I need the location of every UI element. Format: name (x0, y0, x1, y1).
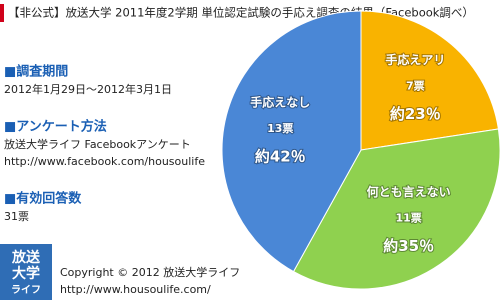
pie-slice (292, 128, 500, 290)
logo-text: 大学 (12, 265, 40, 282)
logo (0, 244, 52, 300)
info: ■調査期間 2012年1月29日～2012年3月1日 ■アンケート方法放送大学ライフ… (4, 64, 205, 224)
title-marker (0, 4, 4, 22)
logo-text: 放送 (11, 249, 41, 266)
slice-name: 手応えアリ (385, 52, 445, 67)
section-line: 放送大学ライフ Facebookアンケート (4, 137, 191, 151)
slice-votes: 11票 (395, 211, 421, 224)
slice-percent: 約23％ (390, 105, 441, 123)
section-line: 31票 (4, 210, 29, 223)
pie-slice (221, 10, 362, 273)
section-line: 2012年1月29日～2012年3月1日 (4, 82, 172, 96)
copyright: Copyright © 2012 放送大学ライフ (60, 265, 240, 279)
slice-percent: 約35％ (383, 237, 434, 255)
url: http://www.housoulife.com/ (60, 283, 211, 296)
section-line: http://www.facebook.com/housoulife (4, 155, 205, 168)
slice-name: 手応えなし (250, 95, 310, 110)
slice-name: 何とも言えない (367, 184, 451, 199)
section-heading: ■調査期間 (4, 64, 68, 80)
pie-slice (360, 10, 499, 151)
section-heading: ■アンケート方法 (4, 119, 107, 135)
logo-text: ライフ (11, 284, 41, 296)
section-heading: ■有効回答数 (4, 191, 82, 207)
slice-percent: 約42％ (255, 148, 306, 166)
slice-votes: 13票 (267, 122, 293, 135)
slice-votes: 7票 (406, 80, 425, 93)
